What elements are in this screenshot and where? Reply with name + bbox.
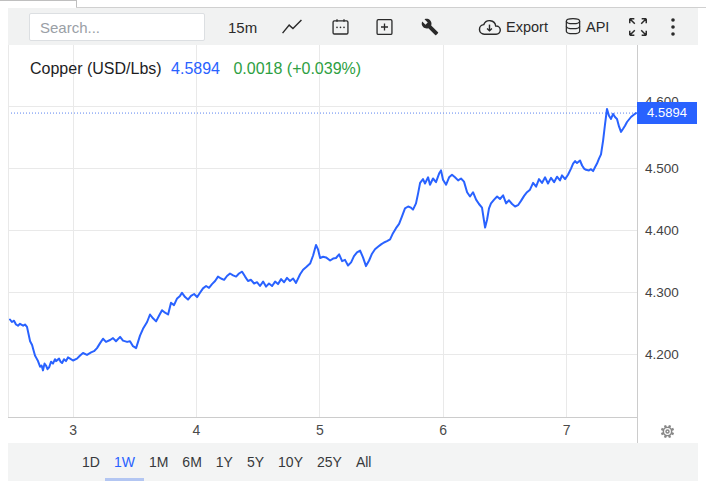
- last-price-value: 4.5894: [171, 60, 220, 77]
- range-1Y[interactable]: 1Y: [209, 443, 240, 481]
- menu-button[interactable]: [668, 16, 678, 38]
- line-chart-icon: [281, 18, 303, 35]
- x-axis-label: 6: [431, 422, 455, 438]
- range-1W[interactable]: 1W: [107, 443, 142, 481]
- range-25Y[interactable]: 25Y: [310, 443, 349, 481]
- wrench-icon: [421, 18, 439, 36]
- range-1M[interactable]: 1M: [142, 443, 175, 481]
- top-edge-line: [0, 0, 76, 1]
- range-5Y[interactable]: 5Y: [240, 443, 271, 481]
- range-All[interactable]: All: [349, 443, 379, 481]
- legend: Copper (USD/Lbs) 4.5894 0.0018 (+0.039%): [30, 60, 361, 78]
- chart-type-button[interactable]: [281, 18, 303, 35]
- time-axis-line: [8, 417, 637, 418]
- interval-button[interactable]: 15m: [228, 18, 257, 35]
- database-icon: [563, 16, 583, 38]
- y-axis-label: 4.400: [637, 222, 698, 239]
- calendar-icon: [330, 16, 351, 37]
- plus-square-icon: [374, 16, 395, 37]
- tools-button[interactable]: [421, 18, 439, 36]
- y-axis-label: 4.300: [637, 284, 698, 301]
- chart-area: Copper (USD/Lbs) 4.5894 0.0018 (+0.039%)…: [8, 45, 698, 443]
- range-1D[interactable]: 1D: [75, 443, 107, 481]
- x-axis-label: 3: [61, 422, 85, 438]
- symbol-name: Copper (USD/Lbs): [30, 60, 162, 77]
- price-change: 0.0018 (+0.039%): [233, 60, 361, 77]
- range-selector: 1D1W1M6M1Y5Y10Y25YAll: [8, 443, 698, 481]
- fullscreen-icon: [627, 16, 649, 38]
- range-6M[interactable]: 6M: [175, 443, 208, 481]
- gear-icon: [658, 427, 677, 444]
- export-button[interactable]: Export: [478, 17, 548, 37]
- y-axis-label: 4.500: [637, 160, 698, 177]
- toolbar: 15m: [8, 8, 698, 45]
- plot-left-border: [8, 45, 9, 417]
- cloud-download-icon: [478, 17, 501, 37]
- widget: 15m: [0, 0, 706, 483]
- calendar-button[interactable]: [330, 16, 351, 37]
- tab-divider-line: [76, 0, 77, 7]
- y-axis-label: 4.200: [637, 346, 698, 363]
- range-10Y[interactable]: 10Y: [271, 443, 310, 481]
- kebab-menu-icon: [668, 16, 678, 38]
- last-price-badge: 4.5894: [637, 102, 697, 124]
- x-axis-label: 5: [308, 422, 332, 438]
- search-input[interactable]: [29, 13, 205, 41]
- price-line-series: [10, 109, 636, 370]
- api-button[interactable]: API: [563, 16, 609, 38]
- axis-settings-button[interactable]: [658, 422, 677, 445]
- x-axis-label: 7: [555, 422, 579, 438]
- price-chart: [8, 45, 637, 417]
- fullscreen-button[interactable]: [627, 16, 649, 38]
- compare-button[interactable]: [374, 16, 395, 37]
- selected-range-underline: [105, 478, 144, 481]
- api-label: API: [586, 19, 609, 35]
- export-label: Export: [506, 19, 548, 35]
- x-axis-label: 4: [184, 422, 208, 438]
